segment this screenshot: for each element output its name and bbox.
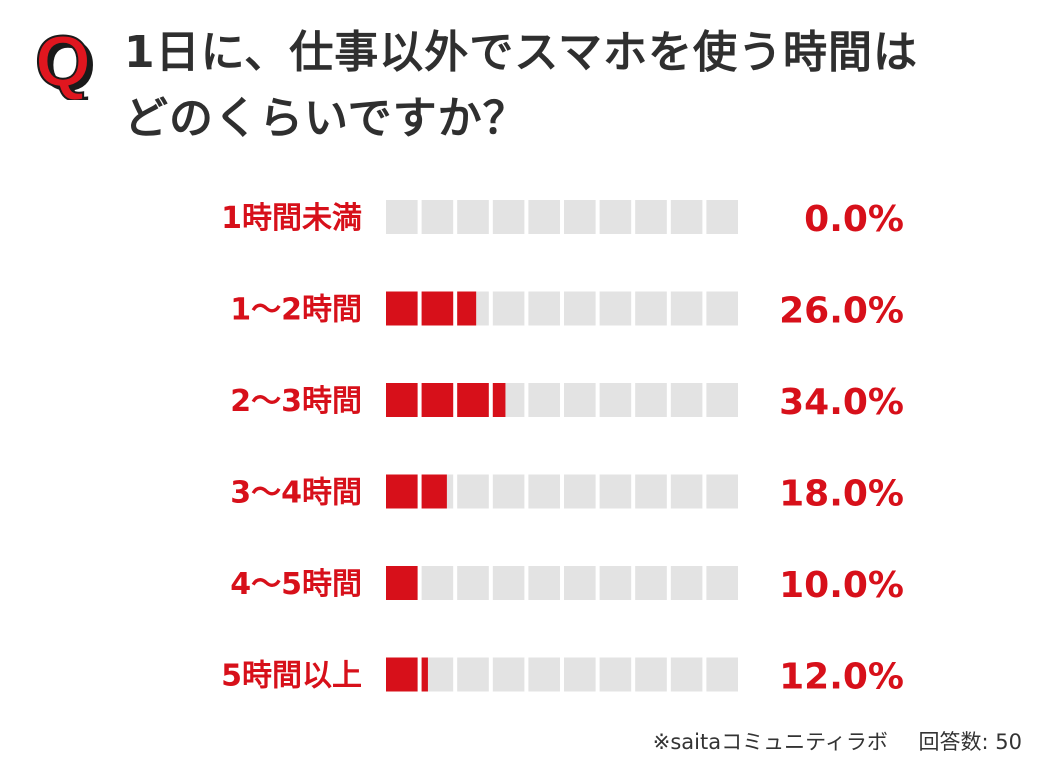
category-label: 5時間以上: [221, 659, 362, 694]
bar-fill-segment: [386, 657, 418, 692]
bar-track-segment: [599, 657, 632, 692]
bar-track-segment: [528, 566, 560, 600]
bar-track-segment: [528, 291, 560, 326]
value-label: 12.0%: [779, 657, 904, 698]
category-label: 3〜4時間: [230, 476, 362, 511]
q-badge-icon: Q Q: [34, 26, 96, 100]
footnote-respondents: 回答数: 50: [918, 730, 1022, 754]
title-line-2: どのくらいですか？: [124, 93, 528, 144]
bar-track-segment: [528, 474, 560, 509]
bar-track-segment: [492, 291, 525, 326]
bar-track-segment: [564, 200, 596, 234]
bar-track-segment: [564, 291, 596, 326]
bar-track-segment: [528, 657, 560, 692]
bar-track-segment: [492, 566, 525, 600]
bar-fill-segment: [421, 291, 454, 326]
bar-track-segment: [528, 383, 560, 417]
bar-fill-segment: [386, 383, 418, 417]
bar-track-segment: [670, 474, 703, 509]
bar-fill-segment: [386, 474, 418, 509]
bar-track-segment: [421, 200, 454, 234]
bar-track-segment: [635, 474, 667, 509]
bar-track-segment: [635, 657, 667, 692]
bar-track-segment: [599, 474, 632, 509]
page-title: 1日に、仕事以外でスマホを使う時間は どのくらいですか？: [124, 20, 1024, 152]
bar-track-segment: [670, 383, 703, 417]
footnote-source: ※saitaコミュニティラボ: [652, 730, 888, 754]
value-label: 34.0%: [779, 382, 904, 423]
category-label: 1時間未満: [221, 201, 362, 236]
bar-fill-segment: [457, 383, 489, 417]
bar-track-segment: [706, 474, 738, 509]
bar-track-segment: [457, 566, 489, 600]
bar-track-segment: [635, 291, 667, 326]
value-label: 18.0%: [779, 474, 904, 515]
bar-track-segment: [635, 566, 667, 600]
bar-track-segment: [421, 566, 454, 600]
bar-track-segment: [635, 200, 667, 234]
value-label: 26.0%: [779, 291, 904, 332]
bar-fill-segment: [386, 291, 418, 326]
bar-track-segment: [564, 474, 596, 509]
q-badge-letter: Q: [35, 26, 91, 100]
value-label: 10.0%: [779, 565, 904, 606]
category-label: 4〜5時間: [230, 567, 362, 602]
bar-track-segment: [599, 566, 632, 600]
category-label: 2〜3時間: [230, 384, 362, 419]
bar-track-segment: [706, 657, 738, 692]
bar-fill-segment: [421, 657, 428, 692]
bar-track-segment: [670, 566, 703, 600]
bar-fill-segment: [492, 383, 506, 417]
title-line-1: 1日に、仕事以外でスマホを使う時間は: [124, 27, 918, 78]
bar-track-segment: [706, 566, 738, 600]
bar-track-segment: [386, 200, 418, 234]
bar-fill-segment: [421, 383, 454, 417]
bar-track-segment: [528, 200, 560, 234]
bar-track-segment: [457, 474, 489, 509]
bar-track-segment: [564, 566, 596, 600]
bar-track-segment: [457, 200, 489, 234]
bar-track-segment: [670, 657, 703, 692]
bar-track-segment: [706, 200, 738, 234]
bar-track-segment: [635, 383, 667, 417]
bar-track-segment: [706, 291, 738, 326]
bar-track-segment: [670, 291, 703, 326]
footnote: ※saitaコミュニティラボ 回答数: 50: [653, 726, 1022, 756]
bar-fill-segment: [421, 474, 447, 509]
bar-track-segment: [706, 383, 738, 417]
bar-track-segment: [599, 291, 632, 326]
bar-track-segment: [492, 474, 525, 509]
bar-track-segment: [492, 200, 525, 234]
bar-track-segment: [564, 383, 596, 417]
bar-track-segment: [599, 383, 632, 417]
category-label: 1〜2時間: [230, 293, 362, 328]
bar-track-segment: [564, 657, 596, 692]
q-badge-shadow: Q: [40, 26, 96, 100]
value-label: 0.0%: [804, 199, 904, 240]
bar-track-segment: [457, 657, 489, 692]
bar-track-segment: [670, 200, 703, 234]
bar-fill-segment: [457, 291, 477, 326]
bar-fill-segment: [386, 566, 418, 600]
bar-track-segment: [599, 200, 632, 234]
bar-track-segment: [492, 657, 525, 692]
